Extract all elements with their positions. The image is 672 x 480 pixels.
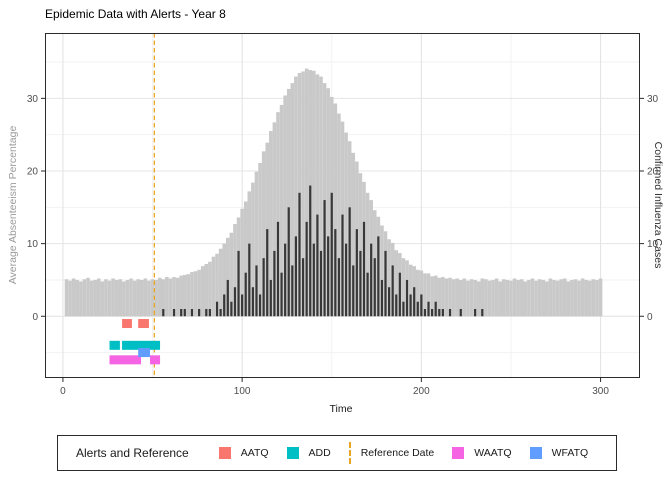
alert-markers-wfatq <box>138 348 151 358</box>
svg-text:0: 0 <box>60 386 66 397</box>
legend-item-reference-date: Reference Date <box>348 442 435 464</box>
waatq-swatch-icon <box>452 447 465 459</box>
cases-bars <box>162 185 484 317</box>
alert-markers-add <box>109 340 161 350</box>
alert-markers-aatq <box>122 319 149 329</box>
x-axis-title: Time <box>329 403 353 415</box>
svg-text:200: 200 <box>413 386 430 397</box>
gridlines <box>45 33 640 378</box>
alert-markers-waatq <box>109 355 161 365</box>
panel-border <box>45 33 640 378</box>
absenteeism-bars <box>64 68 603 317</box>
svg-text:0: 0 <box>32 312 38 323</box>
legend-item-waatq: WAATQ <box>452 447 512 459</box>
legend-items: AATQ ADD Reference Date WAATQ WFATQ <box>201 442 588 464</box>
svg-text:300: 300 <box>592 386 609 397</box>
svg-text:100: 100 <box>234 386 251 397</box>
svg-text:10: 10 <box>647 239 659 250</box>
alert-markers <box>109 319 161 365</box>
legend-label-wfatq: WFATQ <box>551 447 589 459</box>
legend-label-add: ADD <box>308 447 331 459</box>
svg-text:10: 10 <box>27 239 39 250</box>
legend-box: Alerts and Reference AATQ ADD Reference Da… <box>57 435 617 471</box>
wfatq-swatch-icon <box>529 447 542 459</box>
legend-label-waatq: WAATQ <box>474 447 512 459</box>
chart-title: Epidemic Data with Alerts - Year 8 <box>45 7 226 21</box>
svg-text:20: 20 <box>647 167 659 178</box>
legend-item-wfatq: WFATQ <box>529 447 589 459</box>
legend-label-reference-date: Reference Date <box>360 447 435 459</box>
svg-text:30: 30 <box>647 94 659 105</box>
axis-ticks-and-labels: 0 100 200 300 0 0 10 10 20 20 30 30 <box>27 94 659 397</box>
legend-label-aatq: AATQ <box>240 447 269 459</box>
add-swatch-icon <box>286 447 299 459</box>
reference-date-key-icon <box>348 442 351 464</box>
svg-text:0: 0 <box>647 312 653 323</box>
legend-item-add: ADD <box>286 447 331 459</box>
aatq-swatch-icon <box>218 447 231 459</box>
svg-text:30: 30 <box>27 94 39 105</box>
svg-text:20: 20 <box>27 167 39 178</box>
legend-title: Alerts and Reference <box>76 446 189 460</box>
legend-item-aatq: AATQ <box>218 447 269 459</box>
